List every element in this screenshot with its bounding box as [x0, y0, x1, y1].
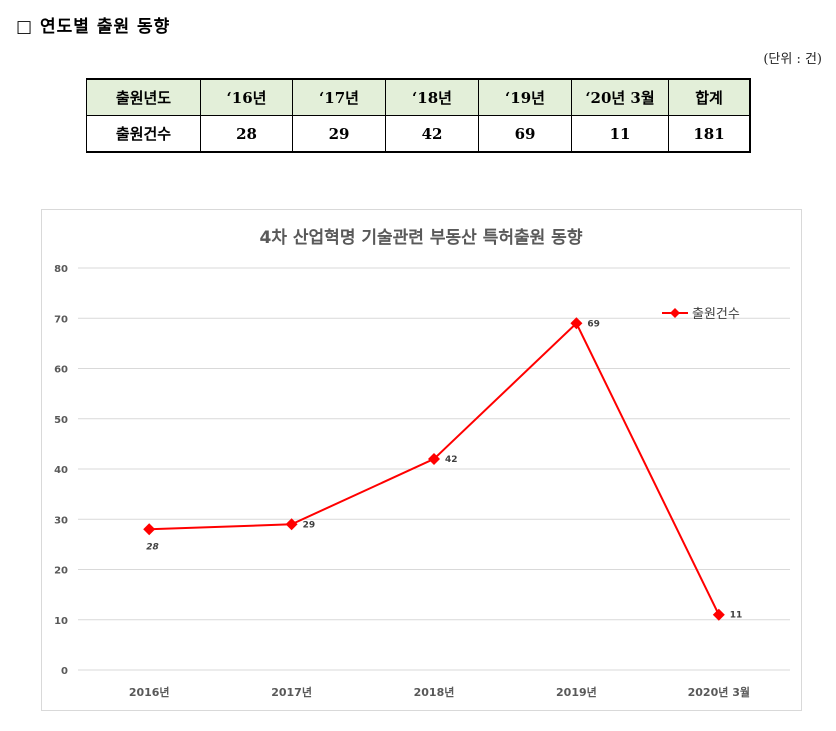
data-label: 11	[730, 611, 743, 621]
table-cell-count: 42	[385, 115, 479, 153]
table-cell-year: ‘19년	[478, 78, 572, 116]
table-cell-count: 29	[292, 115, 386, 153]
data-label: 42	[445, 455, 458, 465]
data-point-marker	[712, 608, 725, 621]
y-tick-label: 80	[54, 264, 68, 275]
y-tick-label: 50	[54, 415, 68, 426]
summary-table: 출원년도 ‘16년 ‘17년 ‘18년 ‘19년 ‘20년 3월 합계 출원건수…	[86, 78, 751, 153]
y-tick-label: 70	[54, 314, 68, 325]
data-point-marker	[570, 317, 583, 330]
x-tick-label: 2019년	[556, 685, 597, 699]
table-cell-count: 69	[478, 115, 572, 153]
y-tick-label: 0	[61, 666, 68, 677]
line-chart: 4차 산업혁명 기술관련 부동산 특허출원 동향 0 10 20 30 40 50 60 70 8…	[54, 227, 790, 699]
x-tick-label: 2017년	[271, 685, 312, 699]
table-cell-year: ‘17년	[292, 78, 386, 116]
y-tick-label: 60	[54, 365, 68, 376]
table-cell-total-header: 합계	[668, 78, 751, 116]
chart-container: 4차 산업혁명 기술관련 부동산 특허출원 동향 0 10 20 30 40 50 60 70 8…	[41, 209, 802, 711]
table-cell-year: ‘16년	[200, 78, 293, 116]
data-label: 28	[146, 542, 159, 552]
data-point-marker	[428, 452, 440, 465]
data-label: 29	[303, 520, 316, 530]
y-tick-label: 30	[54, 515, 68, 526]
data-point-marker	[143, 523, 156, 536]
table-row-header-count: 출원건수	[86, 115, 201, 153]
table-data-row: 출원건수 28 29 42 69 11 181	[86, 115, 751, 153]
table-cell-year: ‘18년	[385, 78, 479, 116]
y-tick-label: 20	[54, 566, 68, 577]
table-cell-count: 28	[200, 115, 293, 153]
data-label: 69	[587, 319, 600, 329]
x-tick-label: 2020년 3월	[688, 685, 750, 699]
legend-label: 출원건수	[692, 307, 740, 322]
table-cell-count: 11	[571, 115, 669, 153]
section-heading: □ 연도별 출원 동향	[16, 17, 171, 37]
table-row-header-year: 출원년도	[86, 78, 201, 116]
chart-title: 4차 산업혁명 기술관련 부동산 특허출원 동향	[260, 227, 583, 248]
unit-note: (단위 : 건)	[763, 52, 822, 67]
x-tick-label: 2018년	[414, 685, 455, 699]
table-cell-year: ‘20년 3월	[571, 78, 669, 116]
y-tick-label: 40	[54, 465, 68, 476]
legend-marker	[670, 308, 680, 318]
y-tick-label: 10	[54, 616, 68, 627]
table-header-row: 출원년도 ‘16년 ‘17년 ‘18년 ‘19년 ‘20년 3월 합계	[86, 78, 751, 116]
x-tick-label: 2016년	[129, 685, 170, 699]
data-point-marker	[285, 518, 298, 531]
table-cell-total: 181	[668, 115, 751, 153]
